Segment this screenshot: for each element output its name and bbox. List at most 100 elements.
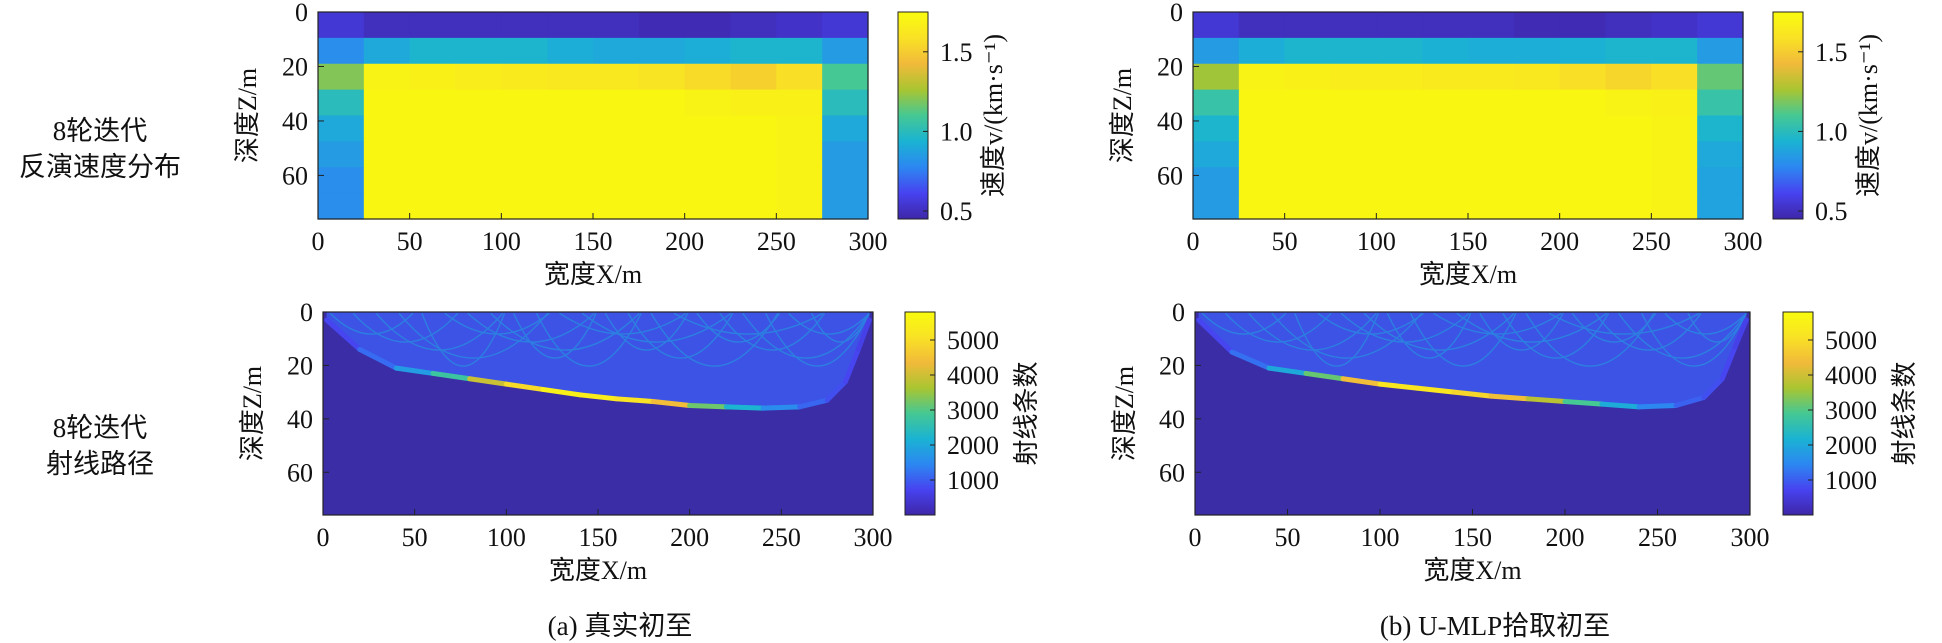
panel-a-top-xtick-label: 300 xyxy=(849,227,888,256)
panel-a-bottom-ray-arc xyxy=(398,312,549,359)
panel-b-top-cell xyxy=(1422,37,1469,65)
panel-a-bottom-ray-arc xyxy=(513,313,597,359)
panel-a-bottom-ytick-label: 0 xyxy=(300,298,313,327)
panel-a-top-cell xyxy=(776,141,823,168)
panel-b-bottom-ray-segment xyxy=(1488,393,1531,402)
row-label-ray-line1: 8轮迭代 xyxy=(52,413,148,443)
panel-b-top-cell xyxy=(1193,141,1240,168)
panel-b-bottom-ray-arc xyxy=(1409,313,1517,367)
panel-b-bottom-ray-segment xyxy=(1732,317,1749,350)
panel-b-bottom-ray-arcs xyxy=(1201,312,1747,367)
panel-b-top-cell xyxy=(1330,141,1377,168)
panel-b-top-cell xyxy=(1697,89,1744,117)
panel-a-top-cell xyxy=(684,63,732,91)
panel-b-top-cell xyxy=(1513,115,1561,142)
panel-a-top-cell xyxy=(318,167,365,194)
panel-b-top-cell xyxy=(1238,141,1286,168)
panel-b-top-cell xyxy=(1468,89,1515,117)
panel-a-top-cell xyxy=(318,141,365,168)
panel-a-top-cell xyxy=(455,115,502,142)
panel-a-top-cell xyxy=(684,141,732,168)
row-label-ray-line2: 射线路径 xyxy=(46,449,154,479)
panel-b-bottom-ray-segment xyxy=(1673,394,1707,408)
panel-b-top-cell xyxy=(1284,167,1332,194)
panel-b-bottom-ray-segment xyxy=(1414,385,1457,395)
panel-a-bottom-cb-tick-label: 3000 xyxy=(947,396,999,425)
panel-b-top-cell xyxy=(1330,12,1377,39)
panel-b-top-cell xyxy=(1559,115,1607,142)
panel-a-bottom-ray-arc xyxy=(352,312,459,343)
panel-b-top-cell xyxy=(1238,193,1286,220)
panel-a-top-cell xyxy=(638,89,686,117)
panel-a-bottom-ray-segment xyxy=(393,365,436,376)
panel-b-top-cell xyxy=(1513,12,1561,39)
panel-b-top-cell xyxy=(1193,167,1240,194)
panel-b-bottom-ray-segment xyxy=(1340,376,1383,387)
panel-a-bottom-ray-segment xyxy=(613,396,656,404)
panel-b-top-xtick-label: 150 xyxy=(1449,227,1488,256)
panel-b-bottom-xtick-label: 150 xyxy=(1453,523,1492,552)
panel-b-top-xtick-label: 200 xyxy=(1540,227,1579,256)
panel-a-bottom-ray-arc xyxy=(696,312,781,343)
panel-a-top-cell xyxy=(409,12,457,39)
panel-a-top-cell xyxy=(547,37,594,65)
panel-a-bottom-ray-segment xyxy=(467,376,509,387)
panel-b-top-xtick-label: 300 xyxy=(1724,227,1763,256)
panel-a-top-cell xyxy=(684,115,732,142)
panel-b-top-cell xyxy=(1422,63,1469,91)
panel-a-top-cell xyxy=(776,89,823,117)
panel-a-bottom-ray-arc xyxy=(627,312,734,359)
panel-a-top-cell xyxy=(593,89,640,117)
panel-a-top-cb-tick-label: 0.5 xyxy=(940,197,973,226)
panel-b-bottom-ray-segment xyxy=(1599,401,1642,410)
panel-b-top-ytick-label: 40 xyxy=(1157,107,1183,136)
panel-b-bottom-ray-arc xyxy=(1386,313,1472,359)
panel-a-top-cell xyxy=(455,12,502,39)
panel-b-bottom-ray-arc xyxy=(1201,312,1287,335)
panel-b-bottom-xtick-label: 0 xyxy=(1189,523,1202,552)
panel-b-top-cell xyxy=(1238,167,1286,194)
panel-b-bottom-ray-segment xyxy=(1701,376,1725,400)
panel-b-bottom-ray-segment xyxy=(1229,349,1272,371)
panel-b-top-cell xyxy=(1376,167,1423,194)
panel-a-top-cell xyxy=(684,89,732,117)
panel-a-top-cb-tick-label: 1.5 xyxy=(940,38,973,67)
panel-b-top-cell xyxy=(1468,193,1515,220)
panel-b-top-cell xyxy=(1238,37,1286,65)
panel-a-top-xtick-label: 50 xyxy=(397,227,423,256)
panel-b-top-cell xyxy=(1697,141,1744,168)
panel-a-top-cell xyxy=(593,193,640,220)
panel-a-top-cell xyxy=(409,63,457,91)
panel-b-top-cell xyxy=(1422,89,1469,117)
panel-a-bottom-ray-arc xyxy=(421,313,506,367)
panel-a-top-cell xyxy=(547,141,594,168)
panel-b-top-ytick-label: 20 xyxy=(1157,52,1183,81)
panel-a-top-ytick-label: 40 xyxy=(282,107,308,136)
panel-b-top-xtick-label: 50 xyxy=(1272,227,1298,256)
panel-b-top-cell xyxy=(1422,167,1469,194)
panel-a-top-xlabel: 宽度X/m xyxy=(544,260,642,289)
panel-a-top-ytick-label: 0 xyxy=(295,0,308,27)
panel-b-bottom-ytick-label: 20 xyxy=(1159,351,1185,380)
panel-b-top-cell xyxy=(1193,193,1240,220)
panel-a-top-cell xyxy=(501,115,548,142)
panel-a-top-cell xyxy=(822,193,869,220)
panel-b-top-cell xyxy=(1330,193,1377,220)
panel-a-top-cell xyxy=(363,167,411,194)
panel-a-top-cell xyxy=(776,12,823,39)
panel-b-bottom-ytick-label: 40 xyxy=(1159,405,1185,434)
panel-b-bottom-xtick-label: 300 xyxy=(1731,523,1770,552)
panel-a-top-cell xyxy=(593,167,640,194)
panel-a-bottom-xlabel: 宽度X/m xyxy=(549,556,647,585)
panel-b-bottom-ray-arc xyxy=(1618,312,1747,359)
panel-a-bottom-ray-arc xyxy=(490,312,640,351)
panel-a-top-cell xyxy=(455,63,502,91)
row-label-ray: 8轮迭代 射线路径 xyxy=(0,410,200,482)
panel-a-bottom-ray-arc xyxy=(604,312,689,351)
panel-a-top-cell xyxy=(318,193,365,220)
panel-a-top-cell xyxy=(501,167,548,194)
panel-a-bottom-ray-segment xyxy=(687,402,729,410)
panel-b-top-cell xyxy=(1697,167,1744,194)
panel-a-top-cell xyxy=(776,37,823,65)
panel-a-top-cell xyxy=(455,37,502,65)
